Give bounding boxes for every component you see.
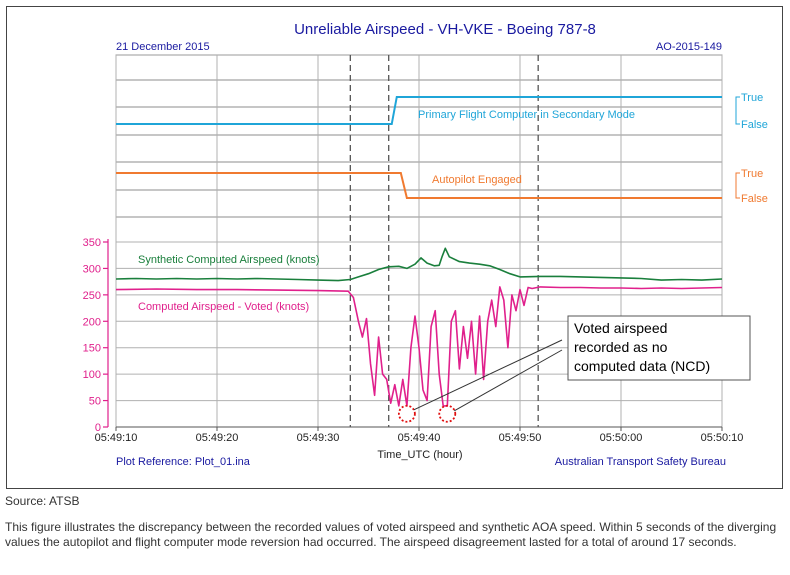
state-bracket [735, 172, 740, 199]
ncd-circle [397, 404, 416, 423]
callout-line [413, 339, 563, 411]
y-tick-label: 250 [83, 290, 101, 302]
report-id: AO-2015-149 [656, 41, 722, 53]
y-tick-label: 350 [83, 237, 101, 249]
x-axis-label: Time_UTC (hour) [377, 449, 462, 461]
series-line [115, 286, 723, 407]
series-label: Computed Airspeed - Voted (knots) [138, 301, 309, 313]
series-label: Synthetic Computed Airspeed (knots) [138, 254, 320, 266]
x-tick-label: 05:50:10 [701, 432, 744, 444]
x-tick-label: 05:49:50 [499, 432, 542, 444]
series-line [115, 247, 723, 282]
agency-label: Australian Transport Safety Bureau [555, 456, 726, 468]
y-tick-label: 200 [83, 316, 101, 328]
x-tick-label: 05:49:20 [196, 432, 239, 444]
annotation-text: Voted airspeed [574, 320, 667, 336]
discrete-series-label: Primary Flight Computer in Secondary Mod… [418, 109, 635, 121]
x-tick-label: 05:49:10 [95, 432, 138, 444]
date-label: 21 December 2015 [116, 41, 210, 53]
discrete-line [116, 96, 722, 125]
x-tick-label: 05:49:30 [297, 432, 340, 444]
ncd-circle [438, 404, 457, 423]
plot-reference: Plot Reference: Plot_01.ina [116, 456, 251, 468]
x-tick-label: 05:50:00 [600, 432, 643, 444]
discrete-series-label: Autopilot Engaged [432, 174, 522, 186]
state-bracket [735, 96, 740, 125]
y-tick-label: 300 [83, 263, 101, 275]
false-state-label: False [741, 119, 768, 131]
y-tick-label: 100 [83, 369, 101, 381]
chart-title: Unreliable Airspeed - VH-VKE - Boeing 78… [294, 21, 596, 38]
y-tick-label: 50 [89, 396, 101, 408]
true-state-label: True [741, 92, 763, 104]
y-tick-label: 150 [83, 343, 101, 355]
false-state-label: False [741, 193, 768, 205]
y-tick-label: 0 [95, 422, 101, 434]
chart-figure: Primary Flight Computer in Secondary Mod… [6, 6, 783, 489]
callout-line [454, 349, 563, 412]
figure-caption: This figure illustrates the discrepancy … [5, 520, 777, 549]
annotation-text: computed data (NCD) [574, 358, 710, 374]
annotation-text: recorded as no [574, 339, 668, 355]
annotation-box [567, 315, 751, 381]
true-state-label: True [741, 168, 763, 180]
x-tick-label: 05:49:40 [398, 432, 441, 444]
discrete-line [116, 172, 722, 199]
source-note: Source: ATSB [5, 494, 80, 508]
